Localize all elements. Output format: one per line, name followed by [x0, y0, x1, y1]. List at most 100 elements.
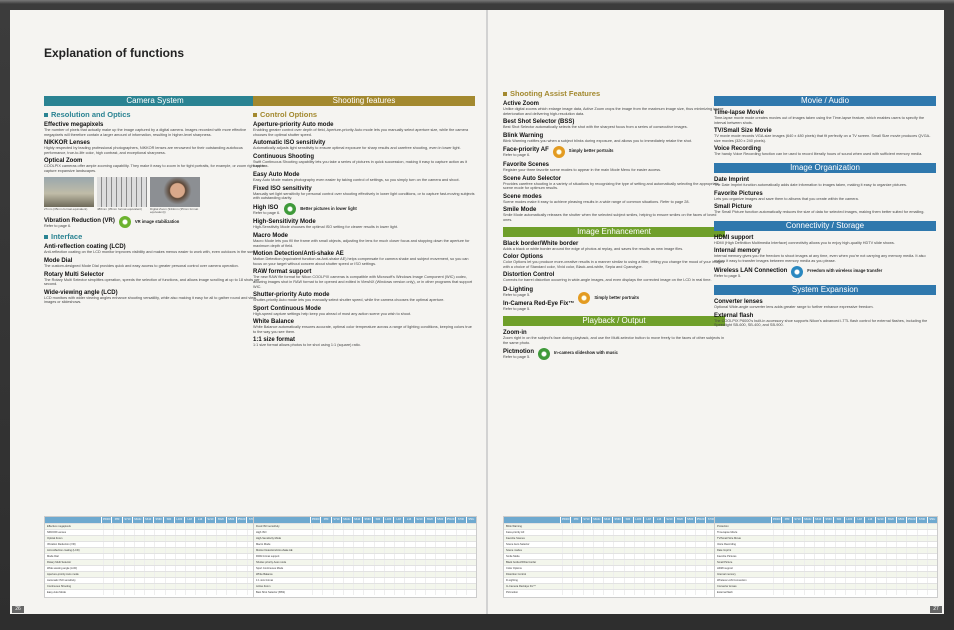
- row-label: Scene Auto Selector: [506, 543, 530, 546]
- table-cell: [582, 554, 593, 559]
- table-row: 1:1 size format: [254, 577, 476, 583]
- table-cell: [674, 560, 685, 565]
- table-cell: [373, 554, 384, 559]
- table-cell: [844, 584, 855, 589]
- table-cell: [633, 530, 644, 535]
- table-cell: [664, 554, 675, 559]
- table-cell: [562, 536, 572, 541]
- table-cell: [875, 542, 886, 547]
- table-row: NIKKOR Lenses: [45, 529, 267, 535]
- model-header: P80: [781, 517, 791, 523]
- table-row: Distortion Control: [504, 571, 726, 577]
- table-cell: [705, 578, 716, 583]
- table-cell: [144, 578, 154, 583]
- table-cell: [572, 566, 582, 571]
- table-cell: [465, 578, 476, 583]
- feature-table-4: P6000 P80 S710 S610c S610 S560 S60 L100 L18 L16 S2…: [714, 516, 938, 598]
- table-cell: [424, 530, 435, 535]
- table-header: P6000 P80 S710 S610c S610 S560 S60 L100 L18 L16 S2…: [254, 517, 476, 523]
- table-cell: [926, 548, 937, 553]
- table-cell: [705, 560, 716, 565]
- table-cell: [814, 584, 824, 589]
- table-cell: [865, 578, 875, 583]
- table-cell: [926, 554, 937, 559]
- table-cell: [906, 566, 916, 571]
- table-cell: [562, 542, 572, 547]
- camera-system-column: Camera System Resolution and Optics Effe…: [44, 96, 266, 306]
- table-cell: [814, 590, 824, 595]
- table-cell: [394, 590, 404, 595]
- caption: Digital Zoom (944mm (35mm format equival…: [150, 206, 199, 215]
- table-cell: [363, 524, 373, 529]
- table-cell: [834, 530, 845, 535]
- body-text: Manually set light sensitivity for perso…: [253, 191, 475, 201]
- table-cell: [312, 560, 322, 565]
- table-cell: [834, 560, 845, 565]
- heading: Continuous Shooting: [253, 153, 314, 160]
- table-cell: [572, 548, 582, 553]
- table-cell: [174, 554, 185, 559]
- body-text: Refer to page 6.: [44, 223, 72, 228]
- table-cell: [654, 542, 664, 547]
- page-title: Explanation of functions: [44, 46, 184, 60]
- body-text: Unlike digital zooms which enlarge image…: [503, 107, 724, 116]
- table-cell: [373, 590, 384, 595]
- table-row: Sport Continuous Mode: [254, 565, 476, 571]
- table-cell: [572, 590, 582, 595]
- table-cell: [865, 584, 875, 589]
- table-cell: [185, 536, 195, 541]
- table-cell: [414, 530, 425, 535]
- table-cell: [113, 584, 123, 589]
- table-cell: [855, 536, 865, 541]
- table-cell: [236, 578, 246, 583]
- portrait-badge-icon: [578, 292, 591, 304]
- row-label: Voice Recording: [717, 543, 736, 546]
- table-cell: [773, 566, 783, 571]
- table-cell: [834, 554, 845, 559]
- table-cell: [404, 560, 414, 565]
- table-cell: [465, 590, 476, 595]
- table-cell: [394, 560, 404, 565]
- table-cell: [342, 560, 353, 565]
- table-cell: [174, 590, 185, 595]
- table-cell: [865, 536, 875, 541]
- table-cell: [394, 536, 404, 541]
- table-cell: [322, 560, 332, 565]
- table-cell: [572, 560, 582, 565]
- table-cell: [885, 530, 896, 535]
- table-cell: [875, 566, 886, 571]
- table-cell: [926, 542, 937, 547]
- table-cell: [246, 542, 257, 547]
- table-cell: [383, 590, 394, 595]
- body-text: Blink Warning notifies you when a subjec…: [503, 138, 692, 143]
- table-cell: [373, 560, 384, 565]
- body-text: The Date Imprint function automatically …: [714, 182, 907, 187]
- table-cell: [623, 572, 634, 577]
- model-header: S210: [874, 517, 885, 523]
- table-cell: [685, 542, 695, 547]
- table-row: External flash: [715, 589, 937, 595]
- heading: Scene modes: [503, 193, 542, 200]
- row-label: RAW format support: [256, 555, 280, 558]
- table-cell: [834, 548, 845, 553]
- heading: Distortion Control: [503, 272, 555, 279]
- model-header: S60: [163, 517, 173, 523]
- table-cell: [664, 560, 675, 565]
- heading: Motion Detection/Anti-shake AE: [253, 251, 344, 258]
- table-cell: [353, 554, 363, 559]
- table-cell: [236, 590, 246, 595]
- model-header: L18: [643, 517, 653, 523]
- heading: Black border/White border: [503, 240, 579, 247]
- table-row: Wide-viewing angle (LCD): [45, 565, 267, 571]
- table-cell: [154, 524, 164, 529]
- table-cell: [164, 584, 175, 589]
- table-cell: [435, 566, 445, 571]
- table-cell: [185, 530, 195, 535]
- body-text: Motion Detection (equivalent function as…: [253, 257, 469, 266]
- table-cell: [896, 584, 906, 589]
- model-header: S560: [822, 517, 833, 523]
- table-cell: [633, 554, 644, 559]
- table-cell: [633, 590, 644, 595]
- table-cell: [404, 578, 414, 583]
- table-cell: [875, 530, 886, 535]
